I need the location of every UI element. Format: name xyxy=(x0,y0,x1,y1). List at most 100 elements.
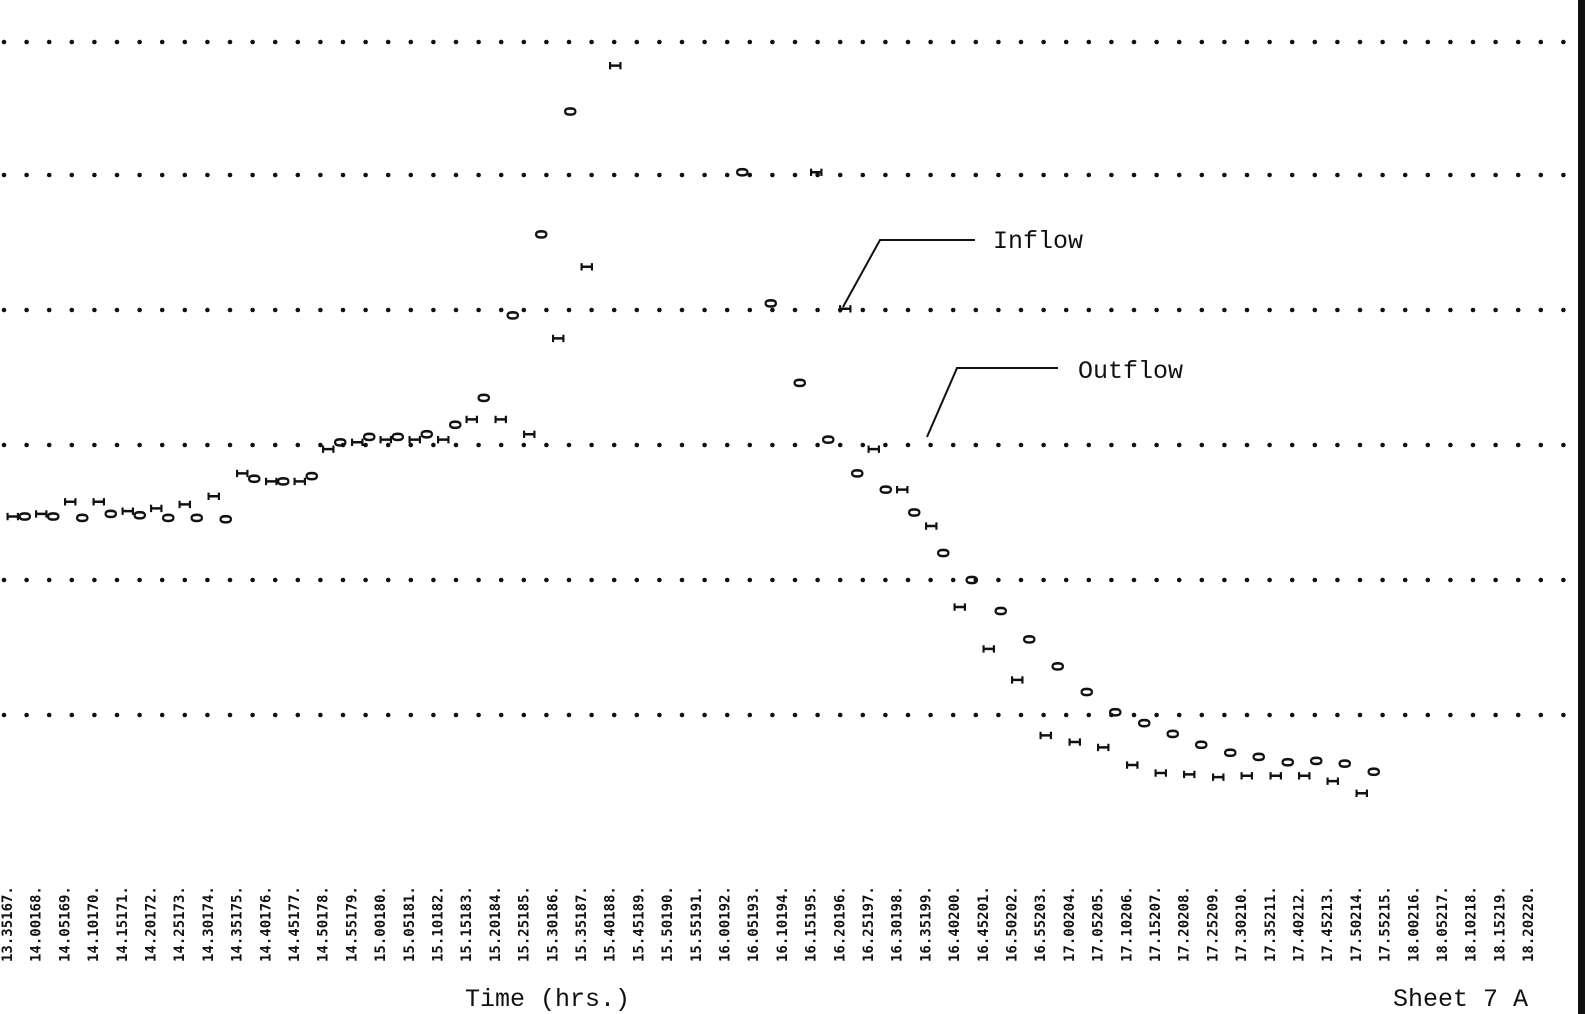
time-tick-label: 18.15219. xyxy=(1492,886,1508,962)
time-tick-label: 14.00168. xyxy=(29,886,45,962)
outflow-point: O xyxy=(389,432,409,442)
outflow-point: O xyxy=(877,484,897,494)
time-tick-label: 15.10182. xyxy=(431,886,447,962)
right-edge-shadow xyxy=(1578,0,1585,1014)
x-axis-title: Time (hrs.) xyxy=(465,985,630,1014)
time-tick-label: 17.40212. xyxy=(1292,886,1308,962)
grid-row xyxy=(1,442,1566,448)
outflow-point: O xyxy=(1135,718,1155,728)
time-tick-label: 17.00204. xyxy=(1062,886,1078,962)
inflow-point: I xyxy=(1324,776,1344,786)
time-tick-label: 15.50190. xyxy=(660,886,676,962)
inflow-point: I xyxy=(836,304,856,314)
inflow-point: I xyxy=(578,262,598,272)
time-tick-label: 15.40188. xyxy=(603,886,619,962)
inflow-point: I xyxy=(1152,768,1172,778)
time-tick-label: 15.35187. xyxy=(574,886,590,962)
time-tick-label: 17.25209. xyxy=(1205,886,1221,962)
inflow-point: I xyxy=(176,499,196,509)
outflow-label: Outflow xyxy=(1078,357,1183,386)
outflow-point: O xyxy=(1250,752,1270,762)
outflow-point: O xyxy=(447,420,467,430)
time-tick-label: 16.15195. xyxy=(804,886,820,962)
time-tick-label: 15.05181. xyxy=(402,886,418,962)
time-tick-label: 18.20220. xyxy=(1521,886,1537,962)
inflow-point: I xyxy=(980,644,1000,654)
outflow-point: O xyxy=(533,229,553,239)
inflow-point: I xyxy=(262,476,282,486)
outflow-point: O xyxy=(475,393,495,403)
sheet-footer: Sheet 7 A xyxy=(1393,985,1528,1014)
time-tick-label: 14.35175. xyxy=(230,886,246,962)
outflow-point: O xyxy=(791,378,811,388)
inflow-point: I xyxy=(865,444,885,454)
time-tick-label: 15.55191. xyxy=(689,886,705,962)
inflow-point: I xyxy=(1037,730,1057,740)
time-tick-label: 16.55203. xyxy=(1033,886,1049,962)
outflow-point: O xyxy=(504,310,524,320)
outflow-point: O xyxy=(160,513,180,523)
outflow-point: O xyxy=(188,513,208,523)
time-tick-label: 15.25185. xyxy=(517,886,533,962)
outflow-point: O xyxy=(1021,634,1041,644)
time-tick-label: 14.05169. xyxy=(57,886,73,962)
inflow-point: I xyxy=(1009,675,1029,685)
outflow-point: O xyxy=(762,298,782,308)
time-tick-label: 17.10206. xyxy=(1119,886,1135,962)
outflow-point: O xyxy=(848,468,868,478)
time-tick-label: 16.40200. xyxy=(947,886,963,962)
outflow-point: O xyxy=(992,606,1012,616)
outflow-point: O xyxy=(102,509,122,519)
outflow-point: O xyxy=(1308,756,1328,766)
time-tick-label: 14.55179. xyxy=(344,886,360,962)
time-tick-label: 14.50178. xyxy=(316,886,332,962)
outflow-point: O xyxy=(1365,767,1385,777)
time-tick-label: 17.30210. xyxy=(1234,886,1250,962)
time-tick-label: 16.50202. xyxy=(1005,886,1021,962)
inflow-point: I xyxy=(1238,771,1258,781)
outflow-point: O xyxy=(561,106,581,116)
time-tick-label: 16.00192. xyxy=(718,886,734,962)
time-tick-label: 17.45213. xyxy=(1320,886,1336,962)
inflow-point: I xyxy=(922,521,942,531)
outflow-annotation: Outflow xyxy=(926,357,1183,438)
inflow-point: I xyxy=(148,503,168,513)
inflow-point: I xyxy=(377,434,397,444)
outflow-point: O xyxy=(131,510,151,520)
outflow-point: O xyxy=(1164,729,1184,739)
time-tick-labels: 13.35167. 14.00168. 14.05169. 14.10170. 14.1… xyxy=(0,886,1537,962)
time-tick-label: 15.45189. xyxy=(631,886,647,962)
outflow-point: O xyxy=(1336,758,1356,768)
time-tick-label: 14.15171. xyxy=(115,886,131,962)
time-tick-label: 16.20196. xyxy=(832,886,848,962)
inflow-point: I xyxy=(90,497,110,507)
inflow-point: I xyxy=(348,437,368,447)
inflow-point: I xyxy=(1296,771,1316,781)
outflow-point: O xyxy=(1107,707,1127,717)
inflow-point: I xyxy=(1123,760,1143,770)
inflow-point: I xyxy=(1267,771,1287,781)
outflow-point: O xyxy=(16,511,36,521)
inflow-point: I xyxy=(435,434,455,444)
time-tick-label: 14.45177. xyxy=(287,886,303,962)
outflow-point: O xyxy=(303,471,323,481)
outflow-point: O xyxy=(246,474,266,484)
grid-row xyxy=(1,712,1566,718)
inflow-point: I xyxy=(549,333,569,343)
time-tick-label: 17.15207. xyxy=(1148,886,1164,962)
outflow-point: O xyxy=(1078,687,1098,697)
inflow-point: I xyxy=(1095,742,1115,752)
inflow-point: I xyxy=(951,602,971,612)
inflow-point: I xyxy=(808,167,828,177)
time-tick-label: 17.50214. xyxy=(1349,886,1365,962)
outflow-point: O xyxy=(734,167,754,177)
time-tick-label: 16.45201. xyxy=(976,886,992,962)
grid-row xyxy=(1,307,1566,313)
outflow-point: O xyxy=(418,429,438,439)
outflow-point: O xyxy=(820,434,840,444)
outflow-point: O xyxy=(1279,757,1299,767)
inflow-point: I xyxy=(492,414,512,424)
time-tick-label: 15.30186. xyxy=(545,886,561,962)
time-tick-label: 14.40176. xyxy=(258,886,274,962)
